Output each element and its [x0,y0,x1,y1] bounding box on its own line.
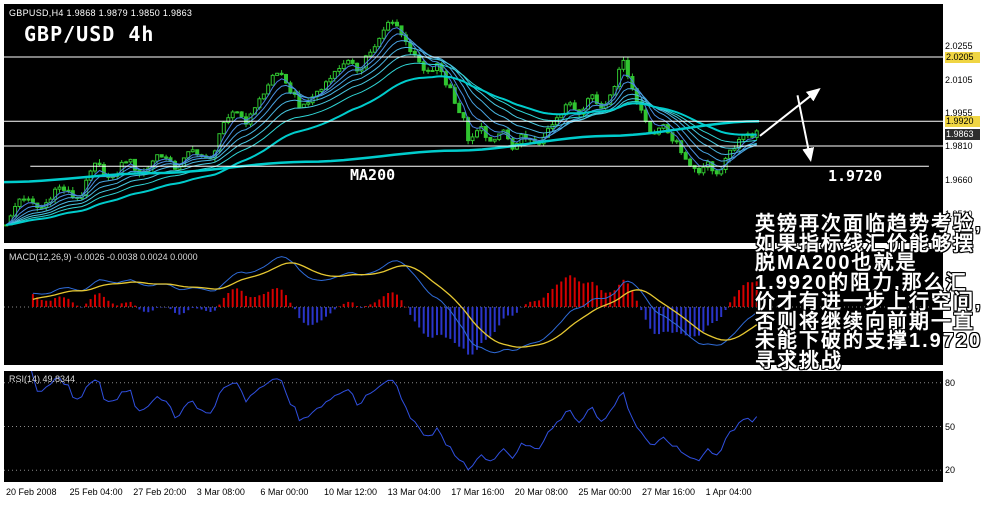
trend-arrow [796,95,815,162]
price-axis-label: 1.9920 [945,116,980,128]
time-axis-label: 10 Mar 12:00 [324,487,378,497]
time-axis-label: 13 Mar 04:00 [387,487,441,497]
trend-arrow [759,87,821,137]
rsi-line [31,371,758,471]
time-axis-label: 25 Mar 00:00 [578,487,632,497]
price-axis-label: 1.9510 [945,208,973,219]
ma200-label: MA200 [350,166,396,184]
time-axis-label: 17 Mar 16:00 [451,487,505,497]
time-axis-label: 25 Feb 04:00 [69,487,123,497]
symbol-ohlc-info: GBPUSD,H4 1.9868 1.9879 1.9850 1.9863 [9,8,193,18]
rsi-chart[interactable] [4,371,943,482]
analysis-note: 英镑再次面临趋势考验,如果指标线汇价能够摆脱MA200也就是1.9920的阻力,… [755,213,981,372]
chart-title: GBP/USD 4h [24,22,155,46]
price-axis-label: 1.9863 [945,129,980,141]
rsi-axis-label: 80 [945,377,956,388]
candlestick-chart[interactable] [4,4,943,243]
macd-histogram [31,275,758,355]
time-axis-label: 6 Mar 00:00 [260,487,309,497]
rsi-indicator-label: RSI(14) 49.8344 [9,374,76,384]
macd-chart[interactable] [4,249,943,365]
time-axis-label: 27 Feb 20:00 [133,487,187,497]
macd-indicator-label: MACD(12,26,9) -0.0026 -0.0038 0.0024 0.0… [9,252,198,262]
support-level-label: 1.9720 [828,167,883,185]
time-axis-label: 3 Mar 08:00 [196,487,245,497]
time-axis-label: 1 Apr 04:00 [705,487,752,497]
time-axis-label: 20 Mar 08:00 [514,487,568,497]
time-axis-label: 27 Mar 16:00 [642,487,696,497]
macd-panel[interactable]: MACD(12,26,9) -0.0026 -0.0038 0.0024 0.0… [4,249,943,365]
rsi-panel[interactable]: RSI(14) 49.8344 [4,371,943,482]
price-axis-label: 1.9810 [945,141,973,152]
price-chart-panel[interactable]: GBPUSD,H4 1.9868 1.9879 1.9850 1.9863 GB… [4,4,943,243]
time-axis-label: 20 Feb 2008 [6,487,57,497]
price-axis-label: 1.9660 [945,174,973,185]
macd-line [32,256,758,354]
macd-signal-line [32,262,758,348]
price-axis-label: 1.9955 [945,108,973,119]
price-axis-label: 2.0105 [945,74,973,85]
ma200-line [4,119,760,184]
rsi-axis-label: 20 [945,465,956,476]
price-axis-label: 2.0205 [945,51,980,63]
price-axis-label: 2.0255 [945,40,973,51]
rsi-axis-label: 50 [945,421,956,432]
